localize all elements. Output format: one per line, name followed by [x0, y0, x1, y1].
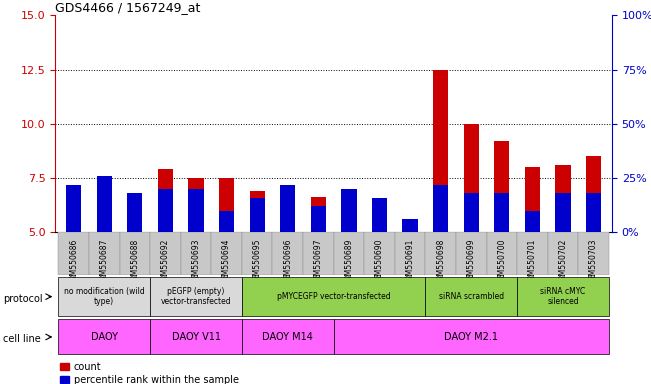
Bar — [219, 178, 234, 232]
Bar — [273, 232, 303, 275]
Text: GSM550687: GSM550687 — [100, 239, 109, 285]
Bar — [181, 232, 212, 275]
Text: GSM550702: GSM550702 — [559, 239, 568, 285]
Text: GSM550700: GSM550700 — [497, 239, 506, 285]
Bar — [188, 189, 204, 232]
Bar — [150, 232, 181, 275]
Bar — [402, 223, 418, 232]
Text: siRNA cMYC
silenced: siRNA cMYC silenced — [540, 287, 586, 306]
Bar — [494, 141, 510, 232]
Bar — [525, 167, 540, 232]
Bar — [586, 193, 602, 232]
Legend: count, percentile rank within the sample: count, percentile rank within the sample — [60, 362, 239, 384]
Bar — [96, 176, 112, 232]
Bar — [127, 198, 143, 232]
Bar — [341, 191, 357, 232]
Text: GSM550693: GSM550693 — [191, 239, 201, 285]
Bar — [555, 193, 571, 232]
Text: cell line: cell line — [3, 334, 41, 344]
Bar — [188, 178, 204, 232]
Bar — [364, 232, 395, 275]
Bar — [127, 193, 143, 232]
Text: GSM550694: GSM550694 — [222, 239, 231, 285]
Bar — [311, 197, 326, 232]
Text: siRNA scrambled: siRNA scrambled — [439, 292, 504, 301]
Bar — [517, 277, 609, 316]
Text: GSM550696: GSM550696 — [283, 239, 292, 285]
Bar — [66, 198, 81, 232]
Bar — [150, 319, 242, 354]
Bar — [59, 277, 150, 316]
Bar — [433, 185, 449, 232]
Bar — [96, 185, 112, 232]
Text: GSM550701: GSM550701 — [528, 239, 537, 285]
Bar — [150, 277, 242, 316]
Bar — [372, 198, 387, 232]
Text: DAOY M14: DAOY M14 — [262, 332, 313, 342]
Bar — [333, 232, 364, 275]
Text: GSM550699: GSM550699 — [467, 239, 476, 285]
Bar — [212, 232, 242, 275]
Bar — [242, 319, 333, 354]
Bar — [59, 232, 89, 275]
Bar — [249, 198, 265, 232]
Bar — [372, 204, 387, 232]
Text: DAOY M2.1: DAOY M2.1 — [444, 332, 498, 342]
Bar — [402, 219, 418, 232]
Text: GSM550698: GSM550698 — [436, 239, 445, 285]
Bar — [249, 191, 265, 232]
Text: GDS4466 / 1567249_at: GDS4466 / 1567249_at — [55, 1, 201, 14]
Text: GSM550692: GSM550692 — [161, 239, 170, 285]
Bar — [464, 124, 479, 232]
Text: GSM550686: GSM550686 — [69, 239, 78, 285]
Text: GSM550703: GSM550703 — [589, 239, 598, 285]
Bar — [280, 189, 296, 232]
Text: DAOY V11: DAOY V11 — [171, 332, 221, 342]
Bar — [555, 165, 571, 232]
Bar — [494, 193, 510, 232]
Bar — [311, 206, 326, 232]
Text: GSM550689: GSM550689 — [344, 239, 353, 285]
Bar — [66, 185, 81, 232]
Bar — [242, 232, 273, 275]
Bar — [341, 189, 357, 232]
Bar — [280, 185, 296, 232]
Bar — [158, 169, 173, 232]
Bar — [456, 232, 486, 275]
Bar — [158, 189, 173, 232]
Bar — [333, 319, 609, 354]
Text: GSM550690: GSM550690 — [375, 239, 384, 285]
Bar — [425, 232, 456, 275]
Text: pEGFP (empty)
vector-transfected: pEGFP (empty) vector-transfected — [161, 287, 231, 306]
Bar — [395, 232, 425, 275]
Bar — [59, 319, 150, 354]
Bar — [89, 232, 120, 275]
Text: DAOY: DAOY — [90, 332, 118, 342]
Bar — [464, 193, 479, 232]
Bar — [219, 210, 234, 232]
Bar — [547, 232, 578, 275]
Text: protocol: protocol — [3, 294, 43, 304]
Bar — [120, 232, 150, 275]
Text: GSM550691: GSM550691 — [406, 239, 415, 285]
Bar — [425, 277, 517, 316]
Bar — [242, 277, 425, 316]
Bar — [433, 70, 449, 232]
Text: no modification (wild
type): no modification (wild type) — [64, 287, 145, 306]
Text: GSM550697: GSM550697 — [314, 239, 323, 285]
Bar — [486, 232, 517, 275]
Bar — [578, 232, 609, 275]
Text: GSM550688: GSM550688 — [130, 239, 139, 285]
Bar — [586, 156, 602, 232]
Bar — [525, 210, 540, 232]
Text: pMYCEGFP vector-transfected: pMYCEGFP vector-transfected — [277, 292, 391, 301]
Bar — [303, 232, 333, 275]
Bar — [517, 232, 547, 275]
Text: GSM550695: GSM550695 — [253, 239, 262, 285]
